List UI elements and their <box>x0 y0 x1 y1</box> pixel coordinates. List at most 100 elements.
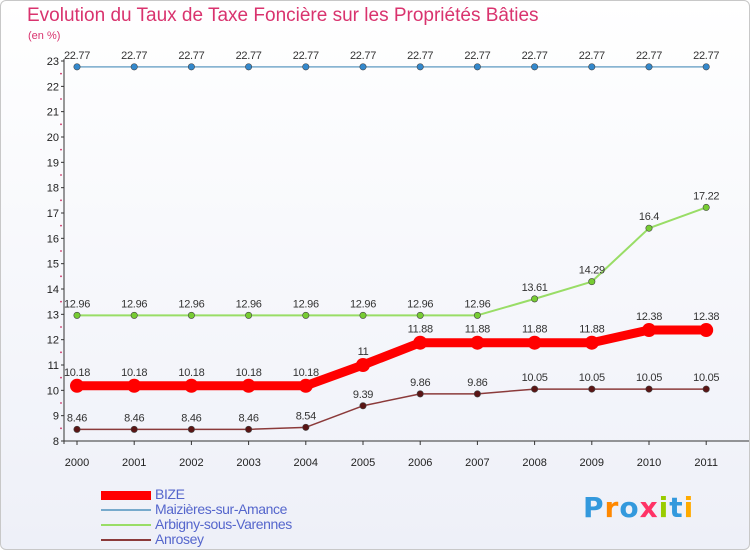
data-label: 9.86 <box>467 377 487 389</box>
y-tick-label: 13 <box>47 309 59 321</box>
data-point <box>302 311 310 319</box>
data-label: 22.77 <box>64 50 90 62</box>
series-line-arbigny-sous-varennes <box>76 206 708 317</box>
chart-title: Evolution du Taux de Taxe Foncière sur l… <box>27 5 539 26</box>
data-label: 11.88 <box>408 324 433 336</box>
data-label: 17.22 <box>693 190 719 202</box>
data-label: 12.96 <box>464 298 490 310</box>
data-label: 22.77 <box>522 50 548 62</box>
data-point <box>588 278 596 286</box>
data-label: 9.39 <box>353 389 373 401</box>
data-point <box>187 425 195 433</box>
data-point <box>356 358 370 372</box>
data-label: 10.05 <box>636 372 662 384</box>
x-tick-label: 2000 <box>65 457 89 469</box>
data-label: 22.77 <box>236 50 262 62</box>
data-point <box>359 402 367 410</box>
data-point <box>473 390 481 398</box>
data-label: 8.46 <box>181 412 201 424</box>
data-point <box>70 378 84 393</box>
data-label: 22.77 <box>178 50 204 62</box>
proxiti-logo: Proxiti <box>583 491 694 524</box>
data-point <box>241 378 256 393</box>
data-point <box>416 390 424 398</box>
y-minor-dot <box>60 402 62 404</box>
data-point <box>645 224 653 232</box>
logo-letter: i <box>683 491 695 524</box>
data-point <box>130 63 138 71</box>
data-point <box>187 311 195 319</box>
data-point <box>73 63 81 71</box>
legend-swatch <box>101 490 151 500</box>
x-tick-label: 2011 <box>694 457 718 469</box>
x-tick-label: 2003 <box>236 457 260 469</box>
data-point <box>531 295 539 303</box>
data-label: 10.18 <box>293 367 319 379</box>
legend-item: Maizières-sur-Amance <box>101 501 401 517</box>
data-point <box>584 335 599 350</box>
data-label: 11.88 <box>579 324 604 336</box>
data-point <box>588 63 596 71</box>
data-point <box>359 311 367 319</box>
data-label: 22.77 <box>293 50 319 62</box>
data-point <box>702 63 710 71</box>
legend-label: Arbigny-sous-Varennes <box>155 516 292 532</box>
data-point <box>473 311 481 319</box>
data-point <box>245 311 253 319</box>
data-point <box>588 385 596 393</box>
x-tick-label: 2009 <box>580 457 604 469</box>
legend-label: Anrosey <box>155 531 204 547</box>
data-point <box>531 63 539 71</box>
data-point <box>473 63 481 71</box>
y-minor-dot <box>60 199 62 202</box>
legend-label: BIZE <box>155 486 185 502</box>
legend-item: BIZE <box>101 486 401 502</box>
legend-item: Arbigny-sous-Varennes <box>101 516 401 532</box>
data-point <box>359 63 367 71</box>
y-tick-label: 20 <box>47 132 59 144</box>
y-minor-dot <box>60 250 62 252</box>
data-point <box>245 425 253 433</box>
data-label: 8.46 <box>124 412 144 424</box>
x-tick-label: 2006 <box>408 457 432 469</box>
data-label: 11.88 <box>522 324 547 336</box>
data-point <box>130 425 138 433</box>
y-minor-dot <box>60 98 62 100</box>
data-label: 13.61 <box>522 282 548 294</box>
data-label: 12.96 <box>407 298 433 310</box>
data-point <box>642 323 656 338</box>
y-minor-dot <box>60 174 62 176</box>
data-label: 11 <box>358 346 369 358</box>
logo-letter: o <box>619 491 640 524</box>
data-label: 22.77 <box>407 50 433 62</box>
y-minor-dot <box>60 72 62 75</box>
data-point <box>184 378 199 393</box>
x-tick-label: 2007 <box>465 457 489 469</box>
data-label: 22.77 <box>350 50 376 62</box>
logo-letter: P <box>583 491 605 524</box>
x-tick-label: 2004 <box>294 457 318 469</box>
x-tick-label: 2010 <box>637 457 661 469</box>
series-line-anrosey <box>76 388 707 431</box>
x-tick-label: 2008 <box>522 457 546 469</box>
data-label: 10.18 <box>236 367 262 379</box>
data-label: 12.96 <box>64 298 90 310</box>
data-point <box>130 311 138 319</box>
y-minor-dot <box>60 427 62 430</box>
data-point <box>702 385 710 393</box>
data-point <box>73 425 81 433</box>
data-label: 11.88 <box>465 324 490 336</box>
data-label: 10.05 <box>693 372 719 384</box>
logo-letter: i <box>658 491 670 524</box>
data-label: 10.05 <box>579 372 605 384</box>
legend-label: Maizières-sur-Amance <box>155 501 288 517</box>
x-tick-label: 2002 <box>179 457 203 469</box>
logo-letter: t <box>669 491 684 524</box>
y-tick-label: 8 <box>53 436 59 448</box>
data-label: 8.54 <box>296 410 316 422</box>
x-tick-label: 2001 <box>122 457 146 469</box>
data-point <box>531 385 539 393</box>
data-label: 22.77 <box>121 50 147 62</box>
